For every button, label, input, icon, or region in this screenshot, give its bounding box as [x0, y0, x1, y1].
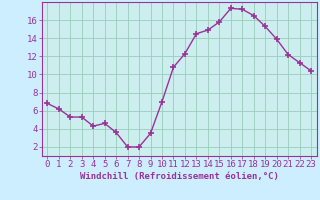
X-axis label: Windchill (Refroidissement éolien,°C): Windchill (Refroidissement éolien,°C) [80, 172, 279, 181]
